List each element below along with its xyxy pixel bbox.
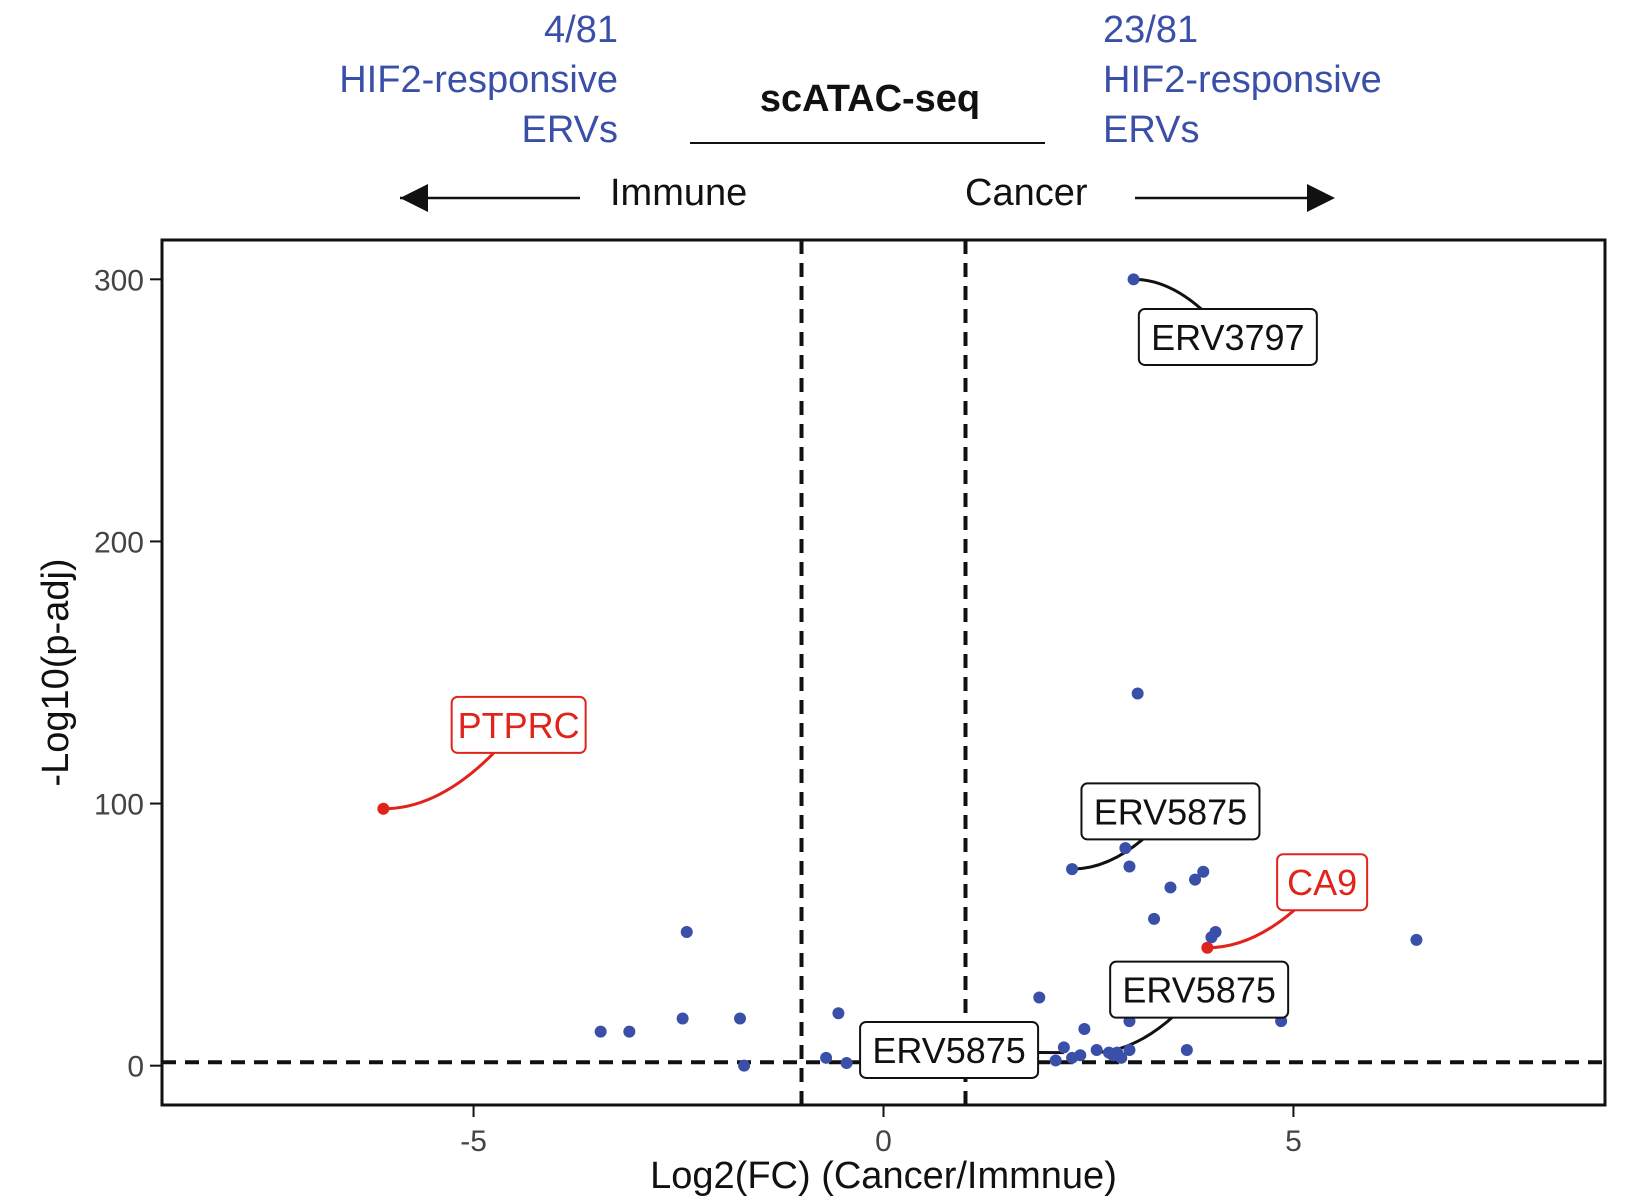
erv-point xyxy=(840,1057,853,1070)
plot-area: 0 100 200 300 -5 0 5 Log2(FC) (Cancer/Immnue) -L… xyxy=(35,238,1607,1197)
y-tick-label: 300 xyxy=(94,264,144,297)
gene-label: PTPRC xyxy=(458,705,580,746)
right-label-1: HIF2-responsive xyxy=(1103,59,1382,101)
y-axis-label: -Log10(p-adj) xyxy=(35,558,77,786)
label-box xyxy=(450,695,587,754)
erv-point xyxy=(1049,1054,1062,1067)
label-box xyxy=(859,1020,1040,1079)
right-count: 23/81 xyxy=(1103,9,1199,51)
erv-point xyxy=(623,1025,636,1038)
assay-underline xyxy=(690,142,1045,144)
left-count: 4/81 xyxy=(544,9,618,51)
erv-point xyxy=(1057,1041,1070,1054)
cancer-direction-label: Cancer xyxy=(965,172,1088,214)
erv-point xyxy=(738,1059,751,1072)
erv-point xyxy=(1127,273,1140,286)
label-box xyxy=(1109,960,1290,1019)
erv-point xyxy=(1066,1051,1079,1064)
erv-point xyxy=(1107,1049,1120,1062)
gene-label: CA9 xyxy=(1287,862,1357,903)
erv-point xyxy=(832,1007,845,1020)
erv-point xyxy=(1123,860,1136,873)
erv-point xyxy=(1066,863,1079,876)
erv-point xyxy=(1090,1043,1103,1056)
erv-point xyxy=(734,1012,747,1025)
right-label-2: ERVs xyxy=(1103,109,1200,151)
x-tick-label: 0 xyxy=(875,1125,892,1158)
immune-arrow-head xyxy=(400,184,428,212)
erv-label: ERV5875 xyxy=(1122,970,1275,1011)
cancer-arrow-head xyxy=(1307,184,1335,212)
erv-point xyxy=(680,926,693,938)
immune-direction-label: Immune xyxy=(610,172,748,214)
erv-point xyxy=(1119,842,1132,855)
erv-point xyxy=(1410,933,1423,946)
gene-point xyxy=(1201,941,1214,954)
x-tick-label: -5 xyxy=(460,1125,487,1158)
erv-point xyxy=(1205,931,1218,944)
erv-point xyxy=(1123,1043,1136,1056)
erv-point xyxy=(676,1012,689,1025)
erv-point xyxy=(1148,912,1161,925)
left-hif2-summary: 4/81 HIF2-responsive ERVs xyxy=(339,5,618,155)
erv-point xyxy=(1078,1022,1091,1035)
gene-point xyxy=(377,802,390,815)
x-axis-label: Log2(FC) (Cancer/Immnue) xyxy=(650,1155,1117,1197)
assay-title: scATAC-seq xyxy=(759,78,981,120)
left-label-1: HIF2-responsive xyxy=(339,59,618,101)
erv-label: ERV3797 xyxy=(1151,317,1304,358)
erv-point xyxy=(1180,1043,1193,1056)
right-hif2-summary: 23/81 HIF2-responsive ERVs xyxy=(1103,5,1382,155)
y-tick-label: 200 xyxy=(94,526,144,559)
x-tick-label: 5 xyxy=(1285,1125,1302,1158)
erv-point xyxy=(1033,991,1046,1004)
label-box xyxy=(1276,853,1369,912)
erv-point xyxy=(594,1025,607,1038)
label-box xyxy=(1137,307,1318,366)
erv-label: ERV5875 xyxy=(872,1030,1025,1071)
plot-frame xyxy=(160,238,1607,1107)
label-box xyxy=(1080,782,1261,841)
y-tick-label: 100 xyxy=(94,789,144,822)
erv-point xyxy=(1164,881,1177,894)
erv-point xyxy=(820,1051,833,1064)
erv-point xyxy=(1131,687,1144,700)
erv-point xyxy=(1189,873,1202,886)
y-tick-label: 0 xyxy=(127,1051,144,1084)
left-label-2: ERVs xyxy=(521,109,618,151)
erv-label: ERV5875 xyxy=(1094,791,1247,832)
erv-point xyxy=(1197,865,1210,878)
